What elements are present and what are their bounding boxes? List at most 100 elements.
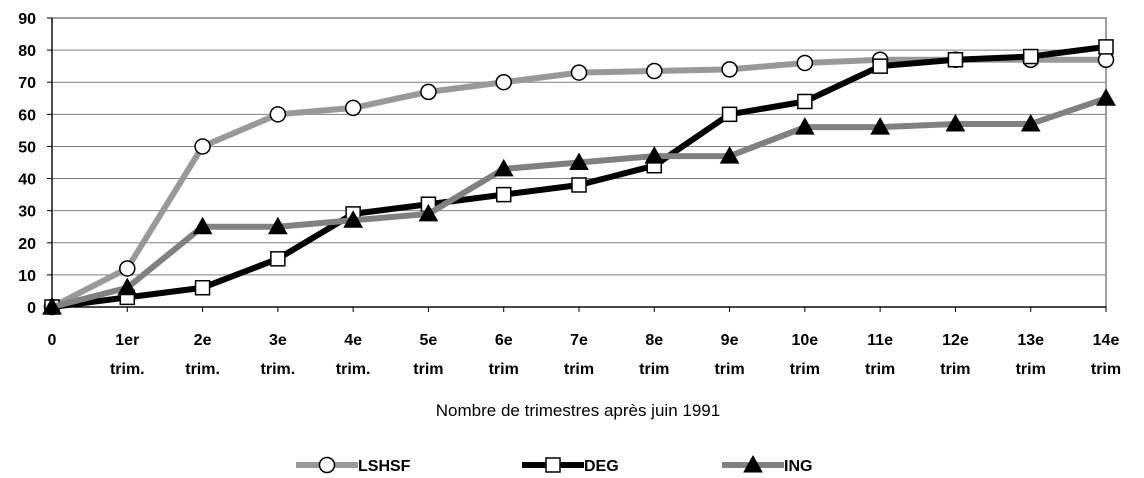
- x-tick-label-line: 10e: [792, 332, 819, 349]
- x-tick-label-line: 14e: [1093, 332, 1120, 349]
- x-tick-label: 12e trim: [940, 332, 970, 378]
- x-tick-label-line: 6e: [495, 332, 513, 349]
- y-tick-label: 90: [18, 11, 36, 28]
- data-point-ing: [418, 203, 439, 222]
- legend-marker-square: [545, 457, 561, 473]
- data-point-ing: [42, 296, 62, 315]
- data-point-lshsf: [420, 83, 437, 101]
- x-tick-label: 11e trim: [865, 332, 895, 378]
- y-tick-label: 10: [18, 268, 36, 285]
- x-tick-label-line: 12e: [942, 332, 969, 349]
- data-point-deg: [571, 177, 587, 193]
- x-tick-label-line: 4e: [344, 332, 362, 349]
- x-tick-label: 9e trim: [714, 332, 744, 378]
- x-tick-label-line: trim.: [185, 361, 220, 378]
- x-tick-label-line: trim: [714, 361, 744, 378]
- x-tick-label: 1er trim.: [110, 332, 145, 378]
- series-line-deg: [49, 43, 1109, 310]
- x-tick-label-line: 0: [48, 332, 57, 349]
- data-point-ing: [1096, 88, 1116, 106]
- data-point-deg: [1098, 39, 1114, 55]
- x-tick-label: 2e trim.: [185, 332, 220, 378]
- legend-marker-triangle: [743, 454, 763, 473]
- x-tick-label: 10e trim: [790, 332, 820, 378]
- y-tick-label: 50: [18, 139, 36, 156]
- x-tick-label-line: trim: [413, 361, 443, 378]
- x-tick-label-line: trim: [865, 361, 895, 378]
- x-tick-label-line: trim.: [336, 361, 371, 378]
- x-tick-label-line: 5e: [420, 332, 438, 349]
- y-tick-label: 60: [18, 107, 36, 124]
- x-tick-label: 0: [48, 332, 57, 349]
- legend-item-deg: DEG: [522, 457, 619, 475]
- series-deg: [44, 39, 1114, 315]
- data-point-ing: [719, 146, 740, 164]
- data-point-ing: [795, 117, 815, 135]
- data-point-lshsf: [119, 260, 136, 277]
- x-tick-label-line: trim: [1016, 361, 1046, 378]
- legend-label: DEG: [584, 458, 619, 475]
- x-tick-label-line: trim: [790, 361, 820, 378]
- data-point-deg: [721, 106, 738, 123]
- data-point-ing: [493, 158, 514, 177]
- data-point-deg: [947, 51, 964, 68]
- x-tick-label-line: trim: [639, 361, 669, 378]
- x-tick-label: 7e trim: [564, 332, 594, 378]
- legend-marker-circle: [318, 456, 336, 474]
- data-point-deg: [495, 186, 512, 203]
- x-tick-label-line: 8e: [645, 332, 663, 349]
- legend-item-ing: ING: [722, 454, 812, 475]
- x-tick-label-line: 9e: [721, 332, 739, 349]
- series-layer: [42, 39, 1116, 316]
- data-point-deg: [194, 279, 211, 296]
- data-point-lshsf: [194, 138, 211, 155]
- x-tick-label-line: 1er: [115, 332, 139, 349]
- data-point-lshsf: [721, 61, 738, 78]
- data-point-ing: [870, 117, 890, 135]
- data-point-ing: [569, 152, 589, 170]
- data-point-deg: [270, 251, 286, 267]
- x-tick-label-line: 7e: [570, 332, 588, 349]
- x-tick-label-line: trim: [489, 361, 519, 378]
- x-tick-label: 5e trim: [413, 332, 443, 378]
- x-tick-label-line: trim: [1091, 361, 1121, 378]
- data-point-deg: [1022, 48, 1039, 65]
- x-tick-label: 14e trim: [1091, 332, 1121, 378]
- x-tick-label: 8e trim: [639, 332, 669, 378]
- x-tick-label: 13e trim: [1016, 332, 1046, 378]
- x-tick-label-line: 3e: [269, 332, 287, 349]
- y-tick-label: 70: [18, 75, 36, 92]
- data-point-lshsf: [570, 64, 588, 81]
- x-tick-label-line: 13e: [1017, 332, 1044, 349]
- x-tick-label-line: 11e: [867, 332, 893, 349]
- x-tick-label-line: trim: [564, 361, 594, 378]
- x-axis-title: Nombre de trimestres après juin 1991: [436, 401, 720, 420]
- data-point-ing: [268, 216, 288, 235]
- data-point-lshsf: [344, 99, 362, 117]
- x-tick-label-line: trim.: [110, 361, 145, 378]
- data-point-ing: [192, 216, 213, 235]
- legend-item-lshsf: LSHSF: [296, 456, 411, 475]
- data-point-ing: [644, 146, 665, 164]
- legend-label: LSHSF: [358, 458, 411, 475]
- x-tick-label-line: trim: [940, 361, 970, 378]
- y-tick-label: 30: [18, 204, 36, 221]
- y-tick-label: 80: [18, 43, 36, 60]
- y-tick-label: 20: [18, 236, 36, 253]
- data-point-deg: [872, 58, 888, 74]
- data-point-ing: [1020, 113, 1041, 132]
- x-tick-label: 3e trim.: [261, 332, 296, 378]
- data-point-lshsf: [796, 54, 814, 72]
- data-point-lshsf: [646, 62, 663, 80]
- data-point-ing: [117, 277, 138, 296]
- data-point-ing: [945, 113, 966, 132]
- y-tick-label: 0: [27, 300, 36, 317]
- data-point-ing: [343, 210, 363, 228]
- x-tick-label-line: trim.: [261, 361, 296, 378]
- data-point-lshsf: [269, 106, 287, 123]
- x-tick-label-line: 2e: [194, 332, 212, 349]
- legend: LSHSF DEG ING: [296, 454, 812, 475]
- series-ing: [42, 88, 1116, 315]
